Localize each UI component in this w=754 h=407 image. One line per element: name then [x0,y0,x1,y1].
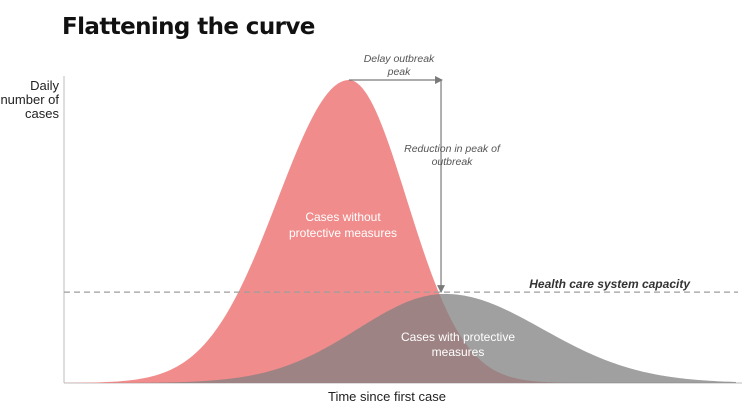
series-areas [64,80,736,383]
annotation-delay-peak: Delay outbreak peak [364,53,435,78]
chart-labels: Daily number of cases Time since first case… [0,53,691,404]
y-axis-label: Daily number of cases [0,78,59,121]
capacity-label: Health care system capacity [529,277,691,291]
series-label-with-measures: Cases with protective measures [401,330,515,359]
page-title: Flattening the curve [62,14,315,40]
annotation-reduction-peak: Reduction in peak of outbreak [404,143,501,168]
series-label-without-measures: Cases without protective measures [289,210,397,240]
annotation-arrows [348,76,446,294]
series-area-with-measures [64,293,736,383]
series-area-without-measures [64,80,736,383]
x-axis-label: Time since first case [328,389,446,404]
